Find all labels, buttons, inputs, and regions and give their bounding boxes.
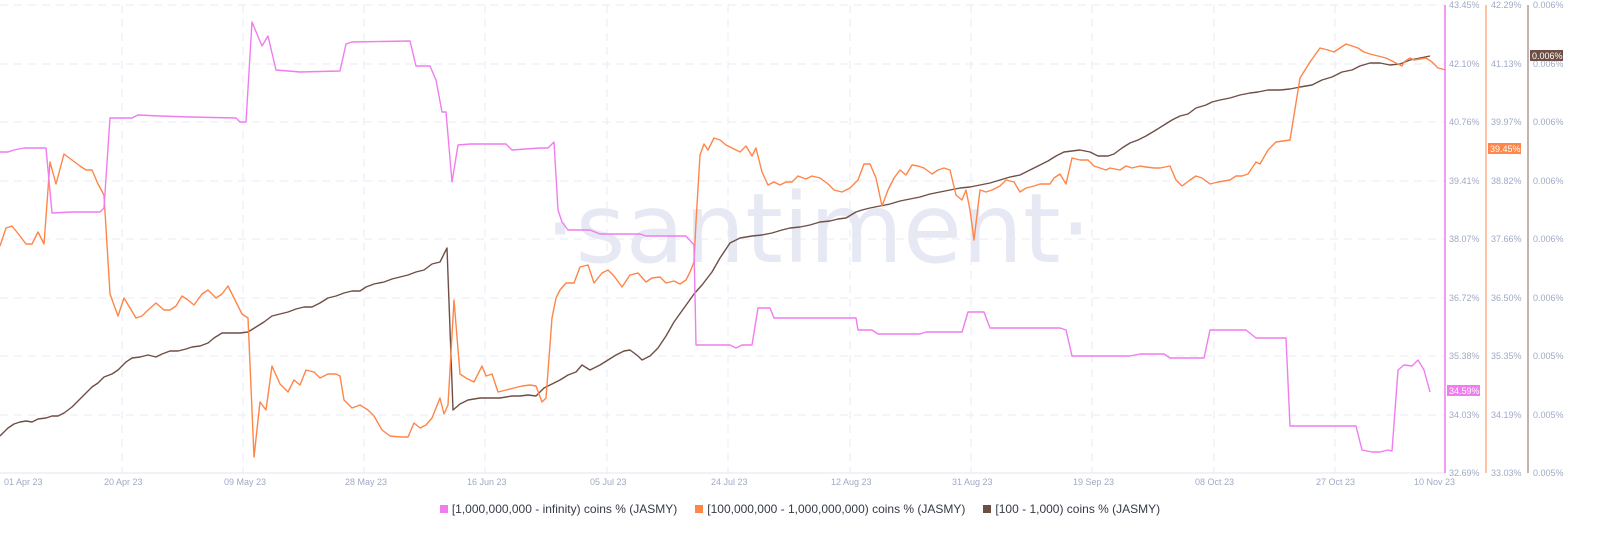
svg-text:39.45%: 39.45% [1490, 144, 1521, 154]
svg-text:36.50%: 36.50% [1491, 293, 1522, 303]
series-line-100m-1b[interactable] [0, 43, 1447, 458]
vertical-gridlines [121, 5, 1336, 473]
svg-text:09 May 23: 09 May 23 [224, 477, 266, 487]
chart-legend: [1,000,000,000 - infinity) coins % (JASM… [0, 502, 1600, 516]
svg-text:33.03%: 33.03% [1491, 468, 1522, 478]
svg-text:42.10%: 42.10% [1449, 59, 1480, 69]
svg-text:28 May 23: 28 May 23 [345, 477, 387, 487]
current-value-badge-pink: 34.59% [1447, 385, 1480, 396]
svg-text:0.006%: 0.006% [1533, 0, 1564, 10]
svg-text:0.005%: 0.005% [1533, 410, 1564, 420]
svg-text:10 Nov 23: 10 Nov 23 [1414, 477, 1455, 487]
legend-label: [100 - 1,000) coins % (JASMY) [995, 502, 1161, 516]
svg-text:0.005%: 0.005% [1533, 351, 1564, 361]
svg-text:0.006%: 0.006% [1532, 51, 1563, 61]
svg-text:42.29%: 42.29% [1491, 0, 1522, 10]
current-value-badge-orange: 39.45% [1488, 143, 1521, 154]
svg-text:05 Jul 23: 05 Jul 23 [590, 477, 627, 487]
legend-label: [100,000,000 - 1,000,000,000) coins % (J… [707, 502, 966, 516]
svg-text:34.03%: 34.03% [1449, 410, 1480, 420]
x-axis-ticks: 01 Apr 23 20 Apr 23 09 May 23 28 May 23 … [4, 477, 1455, 487]
y-axis-ticks-brown: 0.006% 0.006% 0.006% 0.006% 0.006% 0.006… [1533, 0, 1564, 478]
svg-text:19 Sep 23: 19 Sep 23 [1073, 477, 1114, 487]
legend-swatch-pink [439, 505, 448, 513]
svg-text:0.006%: 0.006% [1533, 176, 1564, 186]
svg-text:12 Aug 23: 12 Aug 23 [831, 477, 872, 487]
svg-text:16 Jun 23: 16 Jun 23 [467, 477, 507, 487]
legend-label: [1,000,000,000 - infinity) coins % (JASM… [451, 502, 678, 516]
svg-text:36.72%: 36.72% [1449, 293, 1480, 303]
svg-text:08 Oct 23: 08 Oct 23 [1195, 477, 1234, 487]
legend-item-1b-infinity[interactable]: [1,000,000,000 - infinity) coins % (JASM… [439, 502, 678, 516]
svg-text:34.59%: 34.59% [1449, 386, 1480, 396]
svg-text:38.82%: 38.82% [1491, 176, 1522, 186]
svg-text:27 Oct 23: 27 Oct 23 [1316, 477, 1355, 487]
svg-text:20 Apr 23: 20 Apr 23 [104, 477, 143, 487]
series-line-1b-infinity[interactable] [0, 21, 1431, 453]
svg-text:32.69%: 32.69% [1449, 468, 1480, 478]
svg-text:41.13%: 41.13% [1491, 59, 1522, 69]
svg-text:39.97%: 39.97% [1491, 117, 1522, 127]
legend-swatch-brown [983, 505, 992, 513]
svg-text:0.006%: 0.006% [1533, 117, 1564, 127]
current-value-badge-brown: 0.006% [1530, 50, 1563, 61]
svg-text:0.006%: 0.006% [1533, 234, 1564, 244]
svg-text:0.005%: 0.005% [1533, 468, 1564, 478]
svg-text:43.45%: 43.45% [1449, 0, 1480, 10]
svg-text:39.41%: 39.41% [1449, 176, 1480, 186]
svg-text:24 Jul 23: 24 Jul 23 [711, 477, 748, 487]
svg-text:37.66%: 37.66% [1491, 234, 1522, 244]
legend-swatch-orange [695, 505, 704, 513]
svg-text:34.19%: 34.19% [1491, 410, 1522, 420]
svg-text:0.006%: 0.006% [1533, 293, 1564, 303]
santiment-watermark: ·santiment· [545, 173, 1091, 285]
legend-item-100-1000[interactable]: [100 - 1,000) coins % (JASMY) [983, 502, 1160, 516]
svg-text:38.07%: 38.07% [1449, 234, 1480, 244]
legend-item-100m-1b[interactable]: [100,000,000 - 1,000,000,000) coins % (J… [695, 502, 965, 516]
svg-text:35.38%: 35.38% [1449, 351, 1480, 361]
svg-text:0.006%: 0.006% [1533, 59, 1564, 69]
y-axis-ticks-orange: 42.29% 41.13% 39.97% 38.82% 37.66% 36.50… [1491, 0, 1522, 478]
svg-text:40.76%: 40.76% [1449, 117, 1480, 127]
svg-text:01 Apr 23: 01 Apr 23 [4, 477, 43, 487]
svg-text:35.35%: 35.35% [1491, 351, 1522, 361]
svg-text:31 Aug 23: 31 Aug 23 [952, 477, 993, 487]
y-axis-ticks-pink: 43.45% 42.10% 40.76% 39.41% 38.07% 36.72… [1449, 0, 1480, 478]
series-line-100-1000[interactable] [0, 55, 1431, 437]
